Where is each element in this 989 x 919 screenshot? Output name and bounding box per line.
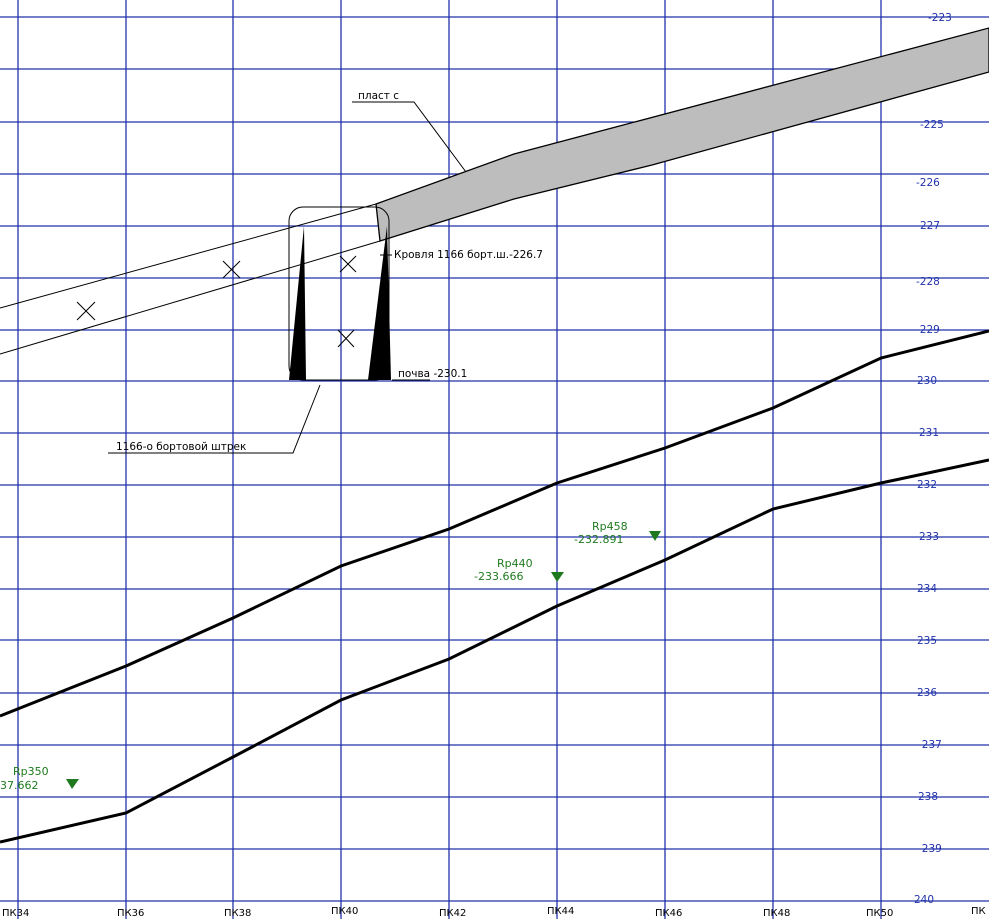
coal-seam-band: [375, 27, 989, 242]
elevation-label: -228: [916, 276, 940, 288]
benchmark-rp350: Rp350 37.662: [0, 765, 79, 792]
leader-lines: [108, 101, 467, 454]
elevation-label: 236: [917, 687, 937, 699]
floor-label: почва -230.1: [398, 368, 467, 380]
benchmark-name: Rp458: [592, 520, 628, 533]
elevation-label: 233: [919, 531, 939, 543]
picket-axis: ПК34 ПК36 ПК38 ПК40 ПК42 ПК44 ПК46 ПК48 …: [2, 906, 986, 919]
benchmark-marker: [66, 779, 79, 789]
elevation-label: 230: [917, 375, 937, 387]
benchmark-rp458: Rp458 -232.891: [574, 520, 661, 546]
picket-label: ПК42: [439, 908, 466, 919]
elevation-label: -226: [916, 177, 940, 189]
elevation-label: -239: [918, 843, 942, 855]
benchmark-elevation: 37.662: [0, 779, 39, 792]
benchmark-elevation: -232.891: [574, 533, 623, 546]
benchmark-marker: [649, 531, 661, 541]
elevation-label: 238: [918, 791, 938, 803]
picket-label: ПК44: [547, 906, 574, 917]
benchmark-rp440: Rp440 -233.666: [474, 557, 564, 583]
drift-outline: [0, 203, 390, 381]
elevation-label: -229: [916, 324, 940, 336]
picket-label: ПК48: [763, 908, 790, 919]
roof-label: Кровля 1166 борт.ш.-226.7: [394, 249, 543, 261]
drift-label: 1166-о бортовой штрек: [116, 441, 246, 453]
benchmark-elevation: -233.666: [474, 570, 523, 583]
upper-profile-line: [0, 329, 989, 718]
seam-label: пласт с: [358, 90, 399, 102]
picket-label: ПК: [971, 906, 986, 917]
picket-label: ПК36: [117, 908, 144, 919]
elevation-label: 240: [914, 894, 934, 906]
picket-label: ПК38: [224, 908, 251, 919]
picket-label: ПК50: [866, 908, 893, 919]
lower-profile-line: [0, 458, 989, 844]
benchmark-marker: [551, 572, 564, 582]
picket-label: ПК40: [331, 906, 358, 917]
x-marks: [76, 255, 357, 348]
elevation-label: 235: [917, 635, 937, 647]
elevation-label: -223: [928, 12, 952, 24]
elevation-label: 227: [920, 220, 940, 232]
benchmark-name: Rp350: [13, 765, 49, 778]
profile-lines: [0, 329, 989, 844]
elevation-axis: -223 -225 -226 227 -228 -229 230 231 232…: [914, 12, 952, 906]
benchmark-name: Rp440: [497, 557, 533, 570]
support-legs: [289, 226, 391, 380]
elevation-label: -225: [920, 119, 944, 131]
elevation-label: -237: [918, 739, 942, 751]
elevation-label: 231: [919, 427, 939, 439]
picket-label: ПК46: [655, 908, 682, 919]
picket-label: ПК34: [2, 908, 29, 919]
elevation-label: 234: [917, 583, 937, 595]
elevation-label: 232: [917, 479, 937, 491]
